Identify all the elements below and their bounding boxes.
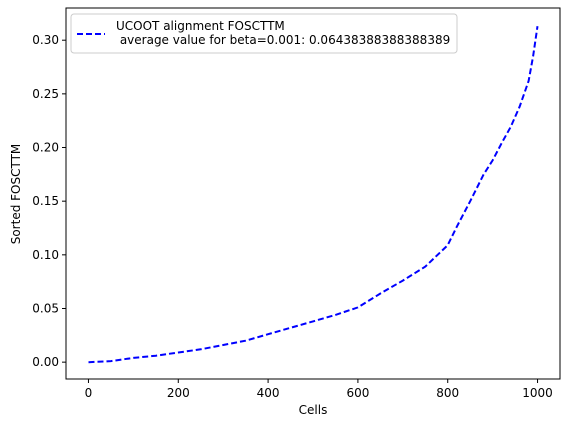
- series-layer: [88, 26, 539, 364]
- plot-frame: [65, 7, 561, 380]
- x-tick-label: 1000: [522, 386, 553, 400]
- x-tick-label: 800: [436, 386, 459, 400]
- legend-box: [70, 13, 458, 54]
- y-tick-label: 0.15: [32, 194, 59, 208]
- x-tick-label: 400: [257, 386, 280, 400]
- y-tick-label: 0.05: [32, 301, 59, 315]
- series-line: [88, 26, 539, 364]
- x-axis-ticks: 0 200 400 600 800 1000: [85, 379, 553, 400]
- y-tick-label: 0.25: [32, 87, 59, 101]
- x-axis-label: Cells: [299, 403, 328, 417]
- y-axis-ticks: 0.00 0.05 0.10 0.15 0.20 0.25 0.30: [32, 33, 66, 369]
- x-tick-label: 200: [167, 386, 190, 400]
- x-tick-label: 600: [346, 386, 369, 400]
- legend-entry-label: UCOOT alignment FOSCTTM average value fo…: [116, 19, 450, 47]
- legend: UCOOT alignment FOSCTTM average value fo…: [70, 13, 458, 54]
- y-tick-label: 0.20: [32, 141, 59, 155]
- x-tick-label: 0: [85, 386, 93, 400]
- y-tick-label: 0.30: [32, 33, 59, 47]
- y-tick-label: 0.00: [32, 355, 59, 369]
- legend-entry-line: UCOOT alignment FOSCTTM: [116, 19, 285, 33]
- y-tick-label: 0.10: [32, 248, 59, 262]
- legend-entry-line: average value for beta=0.001: 0.06438388…: [116, 33, 450, 47]
- y-axis-label: Sorted FOSCTTM: [9, 144, 23, 245]
